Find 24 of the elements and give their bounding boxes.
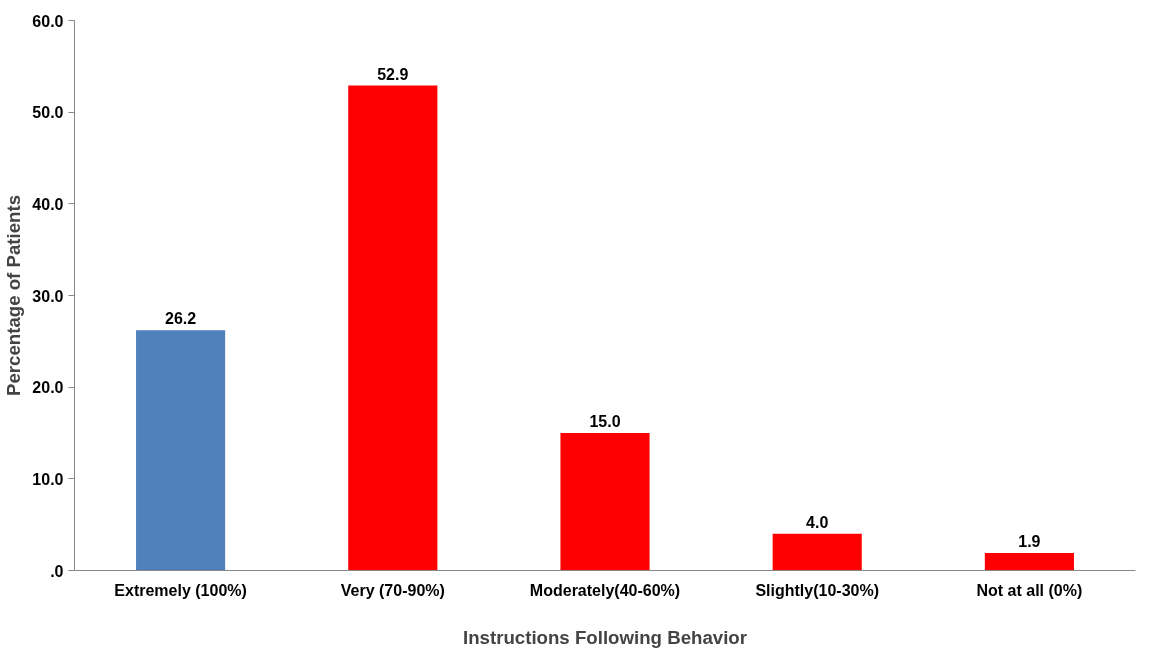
- x-tick-label: Very (70-90%): [340, 581, 445, 599]
- y-tick-label: 60.0: [32, 12, 64, 30]
- data-label: 4.0: [806, 513, 829, 531]
- bar: [136, 330, 226, 571]
- bar: [772, 533, 862, 571]
- x-tick-label: Slightly(10-30%): [755, 581, 879, 599]
- x-axis-title: Instructions Following Behavior: [463, 626, 748, 648]
- y-axis-title: Percentage of Patients: [3, 194, 25, 397]
- data-label: 52.9: [377, 65, 409, 83]
- y-tick-label: 30.0: [32, 287, 64, 305]
- y-tick-label: 40.0: [32, 195, 64, 213]
- bar: [984, 553, 1074, 571]
- data-label: 15.0: [589, 413, 621, 430]
- y-tick-label: .0: [50, 562, 64, 580]
- bar: [560, 433, 650, 571]
- y-tick-label: 10.0: [32, 470, 64, 488]
- y-tick-label: 20.0: [32, 379, 64, 397]
- data-label: 1.9: [1018, 533, 1041, 551]
- x-tick-label: Extremely (100%): [114, 581, 247, 599]
- data-label: 26.2: [165, 310, 197, 328]
- x-tick-label: Moderately(40-60%): [529, 581, 681, 599]
- bar: [348, 85, 438, 571]
- y-tick-label: 50.0: [32, 104, 64, 122]
- x-tick-label: Not at all (0%): [976, 581, 1083, 599]
